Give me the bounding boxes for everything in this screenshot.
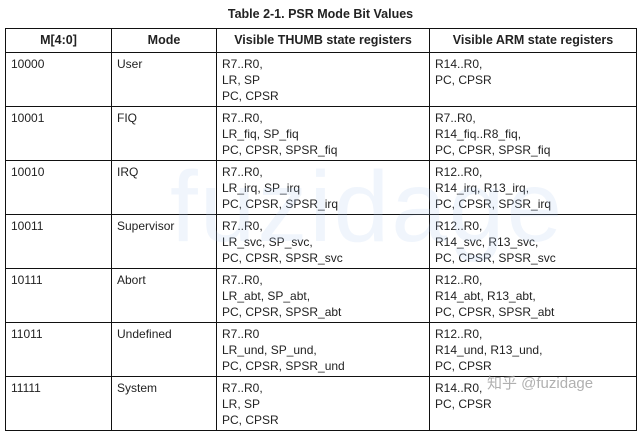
register-line: R12..R0, (435, 273, 483, 287)
register-line: PC, CPSR, SPSR_irq (222, 197, 339, 211)
mode-bits-cell: 10001 (5, 106, 112, 161)
mode-name-cell: Undefined (111, 322, 217, 377)
mode-bits-cell: 11111 (5, 376, 112, 431)
mode-name-cell: FIQ (111, 106, 217, 161)
mode-name-cell: User (111, 52, 217, 107)
register-line: PC, CPSR (435, 397, 492, 411)
register-line: R14_und, R13_und, (435, 343, 543, 357)
register-line: LR, SP (222, 73, 261, 87)
register-line: PC, CPSR (435, 73, 492, 87)
register-line: R7..R0, (222, 57, 263, 71)
register-line: PC, CPSR, SPSR_fiq (435, 143, 551, 157)
table-row: 11011 Undefined R7..R0 LR_und, SP_und, PC, C… (5, 322, 637, 377)
register-line: LR_und, SP_und, (222, 343, 317, 357)
register-line: R7..R0, (222, 381, 263, 395)
register-line: R7..R0 (222, 327, 260, 341)
arm-registers-cell: R12..R0, R14_svc, R13_svc, PC, CPSR, SPSR_… (429, 214, 637, 269)
register-line: R14_svc, R13_svc, (435, 235, 539, 249)
table-title: Table 2-1. PSR Mode Bit Values (227, 7, 414, 21)
register-line: R7..R0, (222, 111, 263, 125)
register-line: LR_irq, SP_irq (222, 181, 301, 195)
register-line: R14_fiq..R8_fiq, (435, 127, 522, 141)
register-line: LR_fiq, SP_fiq (222, 127, 299, 141)
thumb-registers-cell: R7..R0, LR, SP PC, CPSR (216, 376, 430, 431)
table-row: 10010 IRQ R7..R0, LR_irq, SP_irq PC, CPSR, S… (5, 160, 637, 215)
mode-bits-cell: 10011 (5, 214, 112, 269)
register-line: R14_abt, R13_abt, (435, 289, 536, 303)
table-row: 11111 System R7..R0, LR, SP PC, CPSR R14..R0,… (5, 376, 637, 431)
register-line: PC, CPSR, SPSR_und (222, 359, 345, 373)
header-thumb: Visible THUMB state registers (216, 28, 430, 53)
mode-name-cell: Supervisor (111, 214, 217, 269)
table-row: 10000 User R7..R0, LR, SP PC, CPSR R14..R0, PC… (5, 52, 637, 107)
register-line: PC, CPSR, SPSR_abt (435, 305, 555, 319)
thumb-registers-cell: R7..R0, LR_svc, SP_svc, PC, CPSR, SPSR_svc (216, 214, 430, 269)
register-line: PC, CPSR (222, 89, 279, 103)
register-line: R7..R0, (222, 219, 263, 233)
thumb-registers-cell: R7..R0, LR_abt, SP_abt, PC, CPSR, SPSR_abt (216, 268, 430, 323)
register-line: R7..R0, (222, 273, 263, 287)
mode-name-cell: IRQ (111, 160, 217, 215)
mode-bits-cell: 10010 (5, 160, 112, 215)
register-line: PC, CPSR, SPSR_abt (222, 305, 342, 319)
mode-bits-cell: 10111 (5, 268, 112, 323)
register-line: R14..R0, (435, 381, 483, 395)
header-row: M[4:0] Mode Visible THUMB state register… (5, 28, 637, 53)
register-line: PC, CPSR, SPSR_irq (435, 197, 552, 211)
arm-registers-cell: R14..R0, PC, CPSR (429, 52, 637, 107)
register-line: PC, CPSR (222, 413, 279, 427)
psr-mode-table: M[4:0] Mode Visible THUMB state register… (5, 28, 637, 431)
register-line: R12..R0, (435, 219, 483, 233)
mode-bits-cell: 10000 (5, 52, 112, 107)
thumb-registers-cell: R7..R0, LR, SP PC, CPSR (216, 52, 430, 107)
register-line: LR_abt, SP_abt, (222, 289, 311, 303)
thumb-registers-cell: R7..R0 LR_und, SP_und, PC, CPSR, SPSR_und (216, 322, 430, 377)
register-line: LR, SP (222, 397, 261, 411)
mode-name-cell: System (111, 376, 217, 431)
register-line: R7..R0, (222, 165, 263, 179)
mode-name-cell: Abort (111, 268, 217, 323)
register-line: LR_svc, SP_svc, (222, 235, 313, 249)
arm-registers-cell: R14..R0, PC, CPSR (429, 376, 637, 431)
header-mode: Mode (111, 28, 217, 53)
arm-registers-cell: R12..R0, R14_und, R13_und, PC, CPSR (429, 322, 637, 377)
register-line: PC, CPSR, SPSR_fiq (222, 143, 338, 157)
thumb-registers-cell: R7..R0, LR_fiq, SP_fiq PC, CPSR, SPSR_fiq (216, 106, 430, 161)
thumb-registers-cell: R7..R0, LR_irq, SP_irq PC, CPSR, SPSR_irq (216, 160, 430, 215)
header-bits: M[4:0] (5, 28, 112, 53)
table-row: 10011 Supervisor R7..R0, LR_svc, SP_svc, PC,… (5, 214, 637, 269)
arm-registers-cell: R12..R0, R14_irq, R13_irq, PC, CPSR, SPSR_… (429, 160, 637, 215)
header-arm: Visible ARM state registers (429, 28, 637, 53)
arm-registers-cell: R7..R0, R14_fiq..R8_fiq, PC, CPSR, SPSR_fi… (429, 106, 637, 161)
arm-registers-cell: R12..R0, R14_abt, R13_abt, PC, CPSR, SPSR_… (429, 268, 637, 323)
register-line: PC, CPSR, SPSR_svc (222, 251, 343, 265)
register-line: R12..R0, (435, 165, 483, 179)
table-row: 10111 Abort R7..R0, LR_abt, SP_abt, PC, CPSR… (5, 268, 637, 323)
register-line: R7..R0, (435, 111, 476, 125)
table-row: 10001 FIQ R7..R0, LR_fiq, SP_fiq PC, CPSR, S… (5, 106, 637, 161)
register-line: R14..R0, (435, 57, 483, 71)
register-line: R12..R0, (435, 327, 483, 341)
register-line: R14_irq, R13_irq, (435, 181, 530, 195)
register-line: PC, CPSR, SPSR_svc (435, 251, 556, 265)
mode-bits-cell: 11011 (5, 322, 112, 377)
register-line: PC, CPSR (435, 359, 492, 373)
